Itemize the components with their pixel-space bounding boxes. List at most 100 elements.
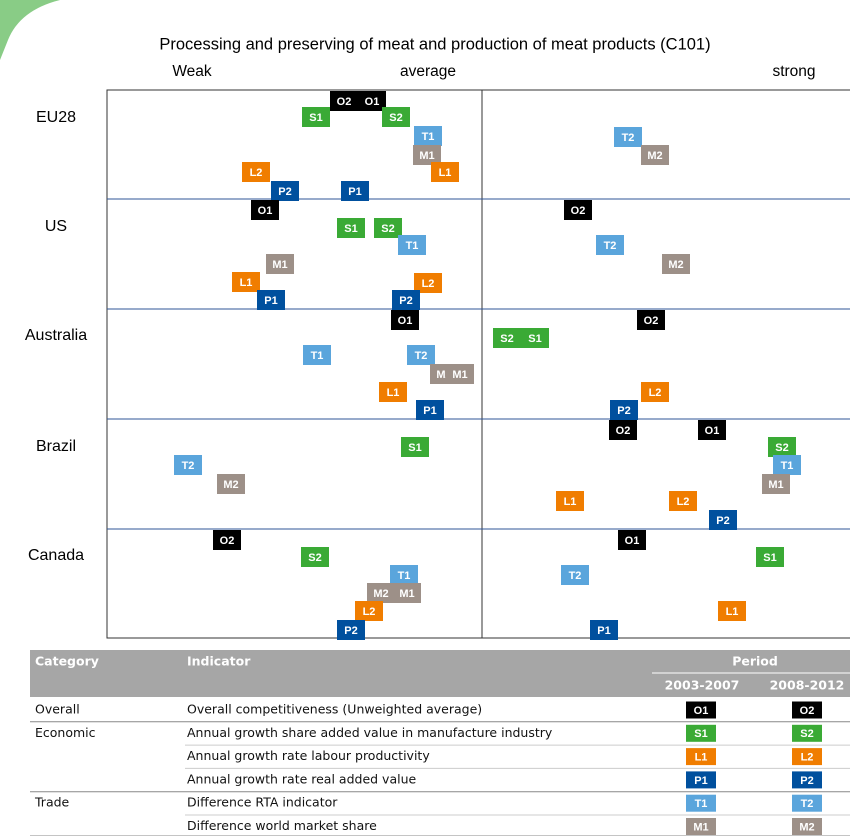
code-label: T1 xyxy=(422,131,435,143)
code-label: L1 xyxy=(439,167,452,179)
code-box xyxy=(662,254,690,274)
code-box xyxy=(493,328,521,348)
code-label: T2 xyxy=(569,570,582,582)
code-label: P1 xyxy=(348,186,361,198)
code-box xyxy=(768,437,796,457)
code-label: S1 xyxy=(309,112,322,124)
code-label: L2 xyxy=(422,278,435,290)
code-label: M1 xyxy=(768,479,783,491)
code-label: S2 xyxy=(775,442,788,454)
code-box xyxy=(618,530,646,550)
scale-label: average xyxy=(400,63,456,80)
code-box xyxy=(271,181,299,201)
code-label: M1 xyxy=(693,821,708,833)
code-box xyxy=(398,235,426,255)
code-label: L1 xyxy=(695,752,708,764)
code-box xyxy=(641,145,669,165)
code-label: S2 xyxy=(500,333,513,345)
code-box xyxy=(698,420,726,440)
code-label: O1 xyxy=(705,425,720,437)
code-box xyxy=(242,162,270,182)
code-label: S1 xyxy=(344,223,357,235)
code-box xyxy=(561,565,589,585)
code-label: L1 xyxy=(387,387,400,399)
code-label: S2 xyxy=(308,552,321,564)
code-label: S2 xyxy=(381,223,394,235)
code-box xyxy=(610,400,638,420)
code-label: P1 xyxy=(423,405,436,417)
code-label: O1 xyxy=(258,205,273,217)
code-label: T2 xyxy=(604,240,617,252)
code-box xyxy=(341,181,369,201)
code-box xyxy=(792,724,822,742)
category-cell: Trade xyxy=(34,795,70,810)
code-label: M2 xyxy=(223,479,238,491)
code-box xyxy=(686,724,716,742)
code-label: O1 xyxy=(398,315,413,327)
category-cell: Overall xyxy=(35,702,80,717)
code-label: O2 xyxy=(337,96,352,108)
code-box xyxy=(217,474,245,494)
code-label: P1 xyxy=(694,775,707,787)
code-box xyxy=(337,620,365,640)
code-box xyxy=(174,455,202,475)
code-box xyxy=(686,794,716,812)
code-box xyxy=(792,794,822,812)
code-label: T1 xyxy=(406,240,419,252)
code-box xyxy=(374,218,402,238)
code-label: O2 xyxy=(800,705,815,717)
code-label: P1 xyxy=(597,625,610,637)
code-box xyxy=(609,420,637,440)
code-box xyxy=(303,345,331,365)
code-box xyxy=(521,328,549,348)
code-box xyxy=(564,200,592,220)
code-box xyxy=(590,620,618,640)
code-label: L1 xyxy=(564,496,577,508)
code-label: S2 xyxy=(389,112,402,124)
table-header: Period xyxy=(732,654,778,669)
code-label: O1 xyxy=(694,705,709,717)
code-box xyxy=(407,345,435,365)
code-label: L2 xyxy=(250,167,263,179)
code-label: L2 xyxy=(801,752,814,764)
row-label: Canada xyxy=(28,547,84,564)
code-box xyxy=(414,126,442,146)
code-box xyxy=(251,200,279,220)
category-cell: Economic xyxy=(35,725,96,740)
code-box xyxy=(686,748,716,766)
code-box xyxy=(302,107,330,127)
code-label: P1 xyxy=(264,295,277,307)
indicator-cell: Overall competitiveness (Unweighted aver… xyxy=(187,702,482,717)
indicator-cell: Annual growth rate real added value xyxy=(187,771,416,786)
row-label: Brazil xyxy=(36,438,76,455)
code-label: O2 xyxy=(571,205,586,217)
row-label: US xyxy=(45,218,67,235)
code-label: L2 xyxy=(677,496,690,508)
code-label: M2 xyxy=(799,821,814,833)
code-label: O1 xyxy=(365,96,380,108)
code-box xyxy=(641,382,669,402)
code-box xyxy=(431,162,459,182)
row-separators xyxy=(107,198,850,530)
code-box xyxy=(414,273,442,293)
title: Processing and preserving of meat and pr… xyxy=(159,35,710,53)
code-box xyxy=(413,145,441,165)
code-box xyxy=(792,818,822,835)
code-box xyxy=(355,601,383,621)
code-label: S1 xyxy=(528,333,541,345)
period-header: 2003-2007 xyxy=(665,678,740,693)
row-label: EU28 xyxy=(36,109,76,126)
code-label: O1 xyxy=(625,535,640,547)
code-box xyxy=(773,455,801,475)
code-box xyxy=(367,583,395,603)
code-box xyxy=(792,771,822,789)
code-label: T1 xyxy=(781,460,794,472)
indicator-cell: Difference RTA indicator xyxy=(187,795,338,810)
code-box xyxy=(686,818,716,835)
code-label: S1 xyxy=(763,552,776,564)
code-label: L2 xyxy=(363,606,376,618)
code-label: T2 xyxy=(801,798,814,810)
code-label: P2 xyxy=(344,625,357,637)
decoration xyxy=(0,0,60,60)
code-box xyxy=(330,91,358,111)
